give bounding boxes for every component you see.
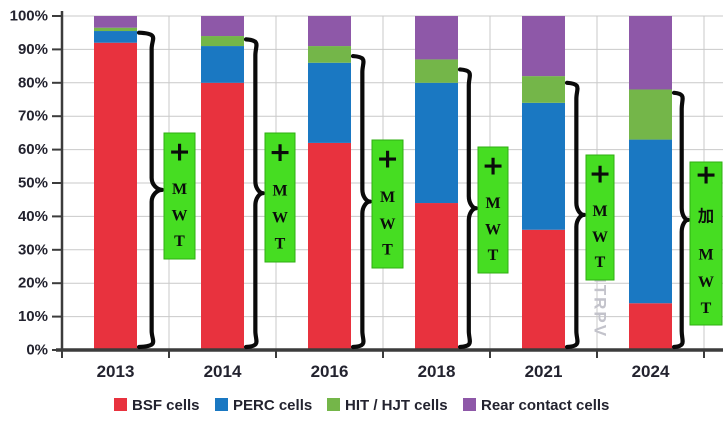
x-tick-label-2024: 2024 [632,362,670,381]
y-tick-label: 20% [18,275,48,292]
mwt-letter: M [380,189,395,206]
mwt-letter: T [595,254,606,271]
legend-item-hit-hjt-cells: HIT / HJT cells [327,397,448,414]
mwt-letter: M [172,181,187,198]
bar-segment-2013-rear-contact-cells [94,16,137,28]
bar-segment-2024-rear-contact-cells [629,16,672,90]
legend-item-perc-cells: PERC cells [215,397,312,414]
legend-item-rear-contact-cells: Rear contact cells [463,397,609,414]
plus-icon: + [168,136,191,167]
bar-segment-2018-hit-hjt-cells [415,59,458,83]
y-tick-label: 60% [18,141,48,158]
y-tick-label: 80% [18,74,48,91]
mwt-letter: W [485,222,501,239]
plus-icon: + [269,137,292,168]
legend-swatch [463,398,476,411]
mwt-label-box-2024 [689,161,723,326]
mwt-letter: W [172,208,188,225]
y-tick-label: 70% [18,108,48,125]
y-tick-label: 30% [18,241,48,258]
x-tick-label-2016: 2016 [311,362,349,381]
mwt-letter: T [488,247,499,264]
mwt-letter: W [272,210,288,227]
mwt-letter: W [698,274,714,291]
bar-segment-2013-bsf-cells [94,42,137,350]
bar-segment-2018-perc-cells [415,82,458,204]
mwt-label-box-2016 [371,139,404,269]
brace-2016 [350,53,373,350]
x-tick-label-2018: 2018 [418,362,456,381]
mwt-letter: T [275,235,286,252]
mwt-label-box-2021 [585,154,615,281]
brace-2018 [457,67,479,350]
bar-segment-2016-bsf-cells [308,142,351,350]
mwt-label-box-2018 [477,146,509,274]
legend-swatch [215,398,228,411]
brace-2021 [564,80,587,350]
legend-swatch [114,398,127,411]
bar-segment-2016-rear-contact-cells [308,16,351,47]
y-tick-label: 0% [26,342,48,359]
y-tick-label: 40% [18,208,48,225]
legend-label: BSF cells [132,397,200,414]
legend-label: HIT / HJT cells [345,397,448,414]
bar-segment-2024-hit-hjt-cells [629,89,672,140]
bar-segment-2021-hit-hjt-cells [522,76,565,103]
bar-segment-2013-hit-hjt-cells [94,27,137,32]
itrpv-watermark: ITRPV [591,278,610,338]
x-tick-label-2014: 2014 [204,362,242,381]
plus-icon: + [482,150,505,181]
mwt-letter: T [174,233,185,250]
brace-2014 [243,37,266,350]
brace-2024 [671,90,691,350]
bar-segment-2014-rear-contact-cells [201,16,244,37]
mwt-label-box-2013 [163,132,196,260]
bar-segment-2021-rear-contact-cells [522,16,565,77]
mwt-letter: T [701,300,712,317]
bar-segment-2014-perc-cells [201,46,244,83]
bar-segment-2014-bsf-cells [201,82,244,351]
legend-label: PERC cells [233,397,312,414]
y-tick-label: 100% [10,8,48,25]
mwt-letter: T [382,242,393,259]
mwt-letter: 加 [697,206,714,225]
y-tick-label: 10% [18,308,48,325]
bar-segment-2016-perc-cells [308,62,351,143]
legend-swatch [327,398,340,411]
y-tick-label: 90% [18,41,48,58]
bar-segment-2014-hit-hjt-cells [201,36,244,47]
bar-segment-2018-rear-contact-cells [415,16,458,60]
y-tick-label: 50% [18,175,48,192]
mwt-letter: M [272,183,287,200]
x-tick-label-2013: 2013 [97,362,135,381]
bar-segment-2021-bsf-cells [522,229,565,350]
mwt-label-box-2014 [264,132,296,263]
plus-icon: + [589,158,612,189]
mwt-letter: M [592,203,607,220]
mwt-letter: W [592,229,608,246]
legend-item-bsf-cells: BSF cells [114,397,200,414]
bar-segment-2024-perc-cells [629,139,672,304]
bar-segment-2016-hit-hjt-cells [308,46,351,63]
bar-segment-2018-bsf-cells [415,203,458,350]
mwt-letter: M [698,246,713,263]
plus-icon: + [376,144,399,175]
x-tick-label-2021: 2021 [525,362,563,381]
bar-segment-2021-perc-cells [522,102,565,230]
bar-segment-2024-bsf-cells [629,303,672,350]
mwt-letter: W [380,216,396,233]
mwt-letter: M [485,195,500,212]
plus-icon: + [695,160,718,191]
legend-label: Rear contact cells [481,397,609,414]
brace-2013 [136,30,165,350]
bar-segment-2013-perc-cells [94,31,137,43]
